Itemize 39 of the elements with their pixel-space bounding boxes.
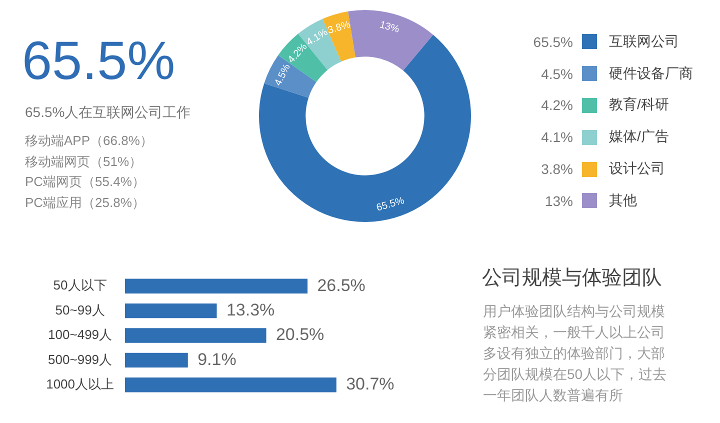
y-tick-label: 50人以下 <box>53 278 107 293</box>
legend-label: 互联网公司 <box>609 32 679 51</box>
bar <box>125 328 266 343</box>
data-label: 13.3% <box>226 300 275 320</box>
bar <box>125 303 217 318</box>
y-tick-label: 1000人以上 <box>46 376 114 392</box>
text: 4.5% <box>541 66 573 82</box>
text: 移动端网页（51%） <box>25 152 144 170</box>
y-tick-label: 50~99人 <box>55 302 105 318</box>
legend-label: 硬件设备厂商 <box>609 64 693 83</box>
data-label: 20.5% <box>276 325 324 344</box>
text: PC端应用（25.8%） <box>25 194 146 212</box>
text: 4.2% <box>541 97 573 114</box>
text: 65.5% <box>533 34 573 50</box>
data-label: 26.5% <box>317 276 366 295</box>
chart-title: 65.5% <box>22 31 176 91</box>
data-label: 65.5% <box>375 195 406 214</box>
text: 公司规模与体验团队 <box>482 266 662 291</box>
bar <box>125 278 308 294</box>
text: PC端网页（55.4%） <box>25 173 146 191</box>
bar <box>125 378 336 392</box>
legend-label: 设计公司 <box>609 160 665 178</box>
bar <box>125 352 188 368</box>
data-label: 30.7% <box>346 374 394 394</box>
text: 13% <box>544 192 573 209</box>
legend-label: 其他 <box>609 192 637 210</box>
data-label: 9.1% <box>198 350 236 369</box>
data-label: 3.8% <box>326 19 352 36</box>
text: 移动端APP（66.8%） <box>25 132 153 150</box>
text: 65.5%人在互联网公司工作 <box>25 103 191 121</box>
text: 用户体验团队结构与公司规模紧密相关，一般千人以上公司多设有独立的体验部门，大部分团队规模在50人以下，过去一年团队人数普遍有所 <box>483 302 668 405</box>
text: 4.1% <box>541 129 573 146</box>
y-tick-label: 500~999人 <box>48 352 112 367</box>
data-label: 4.5% <box>272 62 293 88</box>
data-label: 13% <box>378 20 401 36</box>
y-tick-label: 100~499人 <box>48 327 112 342</box>
text: 3.8% <box>541 161 573 178</box>
legend-label: 教育/科研 <box>609 96 669 114</box>
legend-label: 媒体/广告 <box>609 128 669 146</box>
